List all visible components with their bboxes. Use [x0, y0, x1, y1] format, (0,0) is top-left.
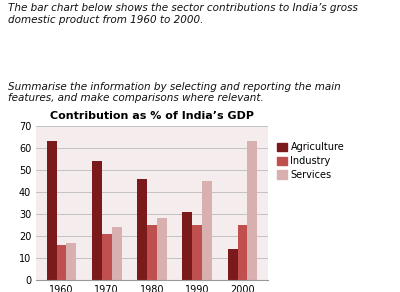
Bar — [66, 243, 76, 280]
Bar — [228, 249, 238, 280]
Bar — [147, 225, 157, 280]
Bar — [248, 141, 258, 280]
Title: Contribution as % of India’s GDP: Contribution as % of India’s GDP — [50, 111, 254, 121]
Bar — [112, 227, 122, 280]
Bar — [157, 218, 167, 280]
Bar — [202, 181, 212, 280]
Bar — [192, 225, 202, 280]
Bar — [56, 245, 66, 280]
Legend: Agriculture, Industry, Services: Agriculture, Industry, Services — [277, 142, 344, 180]
Text: Summarise the information by selecting and reporting the main
features, and make: Summarise the information by selecting a… — [8, 82, 341, 103]
Bar — [137, 179, 147, 280]
Bar — [46, 141, 56, 280]
Bar — [92, 161, 102, 280]
Bar — [238, 225, 248, 280]
Bar — [182, 212, 192, 280]
Bar — [102, 234, 112, 280]
Text: The bar chart below shows the sector contributions to India’s gross
domestic pro: The bar chart below shows the sector con… — [8, 3, 358, 25]
